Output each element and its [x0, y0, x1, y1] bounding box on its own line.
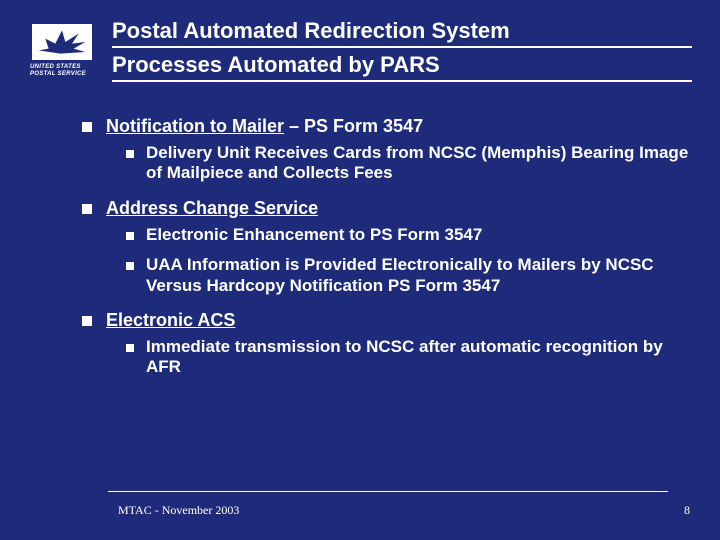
footer-text: MTAC - November 2003: [118, 503, 239, 518]
bullet-1-sub-1: Delivery Unit Receives Cards from NCSC (…: [126, 143, 690, 184]
bullet-2-subs: Electronic Enhancement to PS Form 3547 U…: [82, 225, 690, 296]
bullet-3-text: Electronic ACS: [106, 310, 235, 331]
bullet-1-subs: Delivery Unit Receives Cards from NCSC (…: [82, 143, 690, 184]
usps-logo: [30, 22, 94, 62]
bullet-1-underline: Notification to Mailer: [106, 116, 284, 136]
bullet-1-text: Notification to Mailer – PS Form 3547: [106, 116, 423, 137]
bullet-square-icon: [126, 232, 134, 240]
slide-header: UNITED STATES POSTAL SERVICE Postal Auto…: [0, 0, 720, 86]
bullet-2-sub-1: Electronic Enhancement to PS Form 3547: [126, 225, 690, 245]
bullet-2-sub-2-text: UAA Information is Provided Electronical…: [146, 255, 690, 296]
bullet-2-sub-1-text: Electronic Enhancement to PS Form 3547: [146, 225, 482, 245]
bullet-1: Notification to Mailer – PS Form 3547: [82, 116, 690, 137]
bullet-2: Address Change Service: [82, 198, 690, 219]
bullet-square-icon: [82, 122, 92, 132]
bullet-1-sub-1-text: Delivery Unit Receives Cards from NCSC (…: [146, 143, 690, 184]
bullet-square-icon: [82, 316, 92, 326]
logo-block: UNITED STATES POSTAL SERVICE: [30, 18, 106, 77]
slide-title-1: Postal Automated Redirection System: [112, 18, 692, 48]
bullet-3: Electronic ACS: [82, 310, 690, 331]
slide-title-2: Processes Automated by PARS: [112, 52, 692, 82]
bullet-3-sub-1-text: Immediate transmission to NCSC after aut…: [146, 337, 690, 378]
logo-text-1: UNITED STATES: [30, 64, 106, 71]
bullet-2-underline: Address Change Service: [106, 198, 318, 218]
bullet-1-rest: – PS Form 3547: [284, 116, 423, 136]
bullet-3-underline: Electronic ACS: [106, 310, 235, 330]
bullet-2-sub-2: UAA Information is Provided Electronical…: [126, 255, 690, 296]
logo-text-2: POSTAL SERVICE: [30, 71, 106, 78]
bullet-3-sub-1: Immediate transmission to NCSC after aut…: [126, 337, 690, 378]
slide-content: Notification to Mailer – PS Form 3547 De…: [0, 86, 720, 378]
bullet-3-subs: Immediate transmission to NCSC after aut…: [82, 337, 690, 378]
page-number: 8: [684, 503, 690, 518]
bullet-square-icon: [126, 262, 134, 270]
bullet-square-icon: [126, 150, 134, 158]
footer-divider: [108, 491, 668, 492]
bullet-square-icon: [82, 204, 92, 214]
bullet-square-icon: [126, 344, 134, 352]
eagle-icon: [36, 27, 88, 57]
title-block: Postal Automated Redirection System Proc…: [106, 18, 700, 86]
bullet-2-text: Address Change Service: [106, 198, 318, 219]
